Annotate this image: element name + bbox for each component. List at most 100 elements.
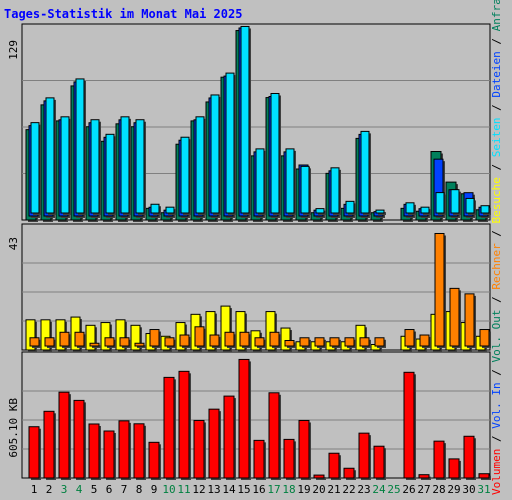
bar-seiten <box>225 72 235 214</box>
day-label: 14 <box>222 483 236 496</box>
day-label: 28 <box>432 483 445 496</box>
bar-volumen <box>253 439 265 479</box>
bar-rechner <box>74 331 85 347</box>
day-label: 16 <box>252 483 265 496</box>
day-label: 20 <box>312 483 325 496</box>
bar-besuche <box>115 319 126 351</box>
bar-rechner <box>149 329 160 347</box>
bar-dateien <box>433 158 444 217</box>
bar-rechner <box>134 342 145 347</box>
bar-volumen <box>178 370 190 479</box>
bar-volumen <box>298 419 310 479</box>
day-label: 31 <box>477 483 490 496</box>
bar-seiten <box>45 97 55 214</box>
day-label: 22 <box>342 483 355 496</box>
bar-rechner <box>359 337 370 347</box>
bar-volumen <box>118 420 130 479</box>
bar-seiten <box>150 203 160 214</box>
day-label: 17 <box>267 483 280 496</box>
day-label: 23 <box>357 483 370 496</box>
bar-rechner <box>119 337 130 347</box>
bar-volumen <box>358 432 370 479</box>
day-label: 15 <box>237 483 250 496</box>
bar-rechner <box>194 326 205 347</box>
bar-volumen <box>58 391 70 479</box>
bar-rechner <box>239 331 250 347</box>
legend-item: Vol. In <box>490 382 503 428</box>
bar-seiten <box>330 167 340 214</box>
bar-volumen <box>238 358 250 479</box>
bar-besuche <box>100 322 111 351</box>
bar-seiten <box>165 206 175 214</box>
day-label: 25 <box>387 483 400 496</box>
bar-volumen <box>193 419 205 479</box>
legend-separator: / <box>490 98 503 118</box>
day-label: 27 <box>417 483 430 496</box>
day-label: 13 <box>207 483 220 496</box>
bar-rechner <box>374 337 385 347</box>
legend-item: Volumen <box>490 449 503 495</box>
bar-shadow <box>92 345 101 348</box>
bar-seiten <box>450 189 460 214</box>
legend-text: Volumen / Vol. In / Vol. Out / Rechner /… <box>490 0 503 495</box>
bar-seiten <box>420 206 430 214</box>
legend-separator: / <box>490 157 503 177</box>
bar-shadow <box>137 345 146 348</box>
chart-marks <box>25 25 491 480</box>
bar-rechner <box>44 337 55 347</box>
legend-separator: / <box>490 363 503 383</box>
day-label: 30 <box>462 483 475 496</box>
bar-seiten <box>360 130 370 214</box>
bar-seiten <box>270 92 280 214</box>
bar-volumen <box>133 423 145 479</box>
legend-separator: / <box>490 429 503 449</box>
day-label: 7 <box>121 483 128 496</box>
bar-volumen <box>103 430 115 479</box>
day-label: 21 <box>327 483 340 496</box>
bar-rechner <box>299 337 310 347</box>
bar-seiten <box>135 119 145 214</box>
legend-item: Seiten <box>490 117 503 157</box>
bar-besuche <box>220 305 231 351</box>
bar-volumen <box>418 474 430 479</box>
bar-volumen <box>463 435 475 479</box>
bar-seiten <box>60 116 70 214</box>
bar-volumen <box>223 395 235 479</box>
bar-shadow <box>378 212 386 215</box>
bar-rechner <box>89 342 100 347</box>
bar-rechner <box>464 293 475 347</box>
bar-besuche <box>265 311 276 351</box>
day-label: 24 <box>372 483 386 496</box>
bar-seiten <box>105 133 115 214</box>
bar-volumen <box>28 426 40 479</box>
x-axis-labels: 1 2 3 4 5 6 7 8 9 10 11 12 13 14 15 16 17 18 19 20 21 22 23 24 2… <box>31 483 491 496</box>
bar-rechner <box>254 337 265 347</box>
bar-rechner <box>59 331 70 347</box>
bar-seiten <box>300 165 310 214</box>
bar-volumen <box>373 445 385 479</box>
bar-volumen <box>208 408 220 479</box>
day-label: 18 <box>282 483 295 496</box>
bar-rechner <box>434 232 445 347</box>
legend-separator: / <box>490 290 503 310</box>
bar-rechner <box>164 337 175 347</box>
bar-rechner <box>329 337 340 347</box>
bar-seiten <box>375 209 385 214</box>
bar-rechner <box>209 334 220 347</box>
bar-volumen <box>283 438 295 479</box>
day-label: 12 <box>192 483 205 496</box>
chart-title: Tages-Statistik im Monat Mai 2025 <box>4 7 242 21</box>
bar-seiten <box>210 94 220 214</box>
bar-rechner <box>104 337 115 347</box>
day-label: 19 <box>297 483 310 496</box>
day-label: 4 <box>76 483 83 496</box>
bar-volumen <box>343 467 355 479</box>
bar-volumen <box>268 392 280 479</box>
legend-item: Vol. Out <box>490 310 503 363</box>
bar-seiten <box>285 148 295 214</box>
bar-besuche <box>130 324 141 351</box>
bar-rechner <box>419 334 430 347</box>
bar-seiten <box>465 197 475 214</box>
day-label: 5 <box>91 483 98 496</box>
bar-rechner <box>479 329 490 347</box>
